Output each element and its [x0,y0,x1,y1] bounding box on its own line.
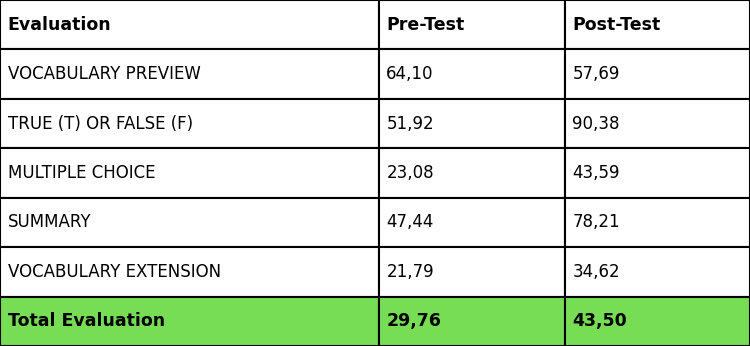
Text: Post-Test: Post-Test [572,16,661,34]
Text: 78,21: 78,21 [572,213,620,231]
Text: VOCABULARY EXTENSION: VOCABULARY EXTENSION [8,263,220,281]
Bar [565,297,750,346]
Bar [0,297,379,346]
Text: 43,50: 43,50 [572,312,627,330]
Bar [0,247,379,297]
Text: Total Evaluation: Total Evaluation [8,312,165,330]
Bar [379,49,565,99]
Bar [565,198,750,247]
Bar [0,99,379,148]
Text: 64,10: 64,10 [386,65,433,83]
Text: Pre-Test: Pre-Test [386,16,464,34]
Text: 29,76: 29,76 [386,312,441,330]
Bar [565,148,750,198]
Text: Evaluation: Evaluation [8,16,111,34]
Bar [0,0,379,49]
Bar [565,49,750,99]
Text: 43,59: 43,59 [572,164,620,182]
Bar [379,247,565,297]
Bar [0,198,379,247]
Bar [565,0,750,49]
Bar [379,198,565,247]
Bar [0,49,379,99]
Text: 34,62: 34,62 [572,263,620,281]
Bar [565,99,750,148]
Text: 57,69: 57,69 [572,65,620,83]
Bar [565,247,750,297]
Bar [379,148,565,198]
Bar [379,0,565,49]
Text: MULTIPLE CHOICE: MULTIPLE CHOICE [8,164,155,182]
Text: 23,08: 23,08 [386,164,433,182]
Text: 90,38: 90,38 [572,115,620,133]
Bar [379,99,565,148]
Text: 47,44: 47,44 [386,213,433,231]
Bar [379,297,565,346]
Text: 21,79: 21,79 [386,263,433,281]
Text: TRUE (T) OR FALSE (F): TRUE (T) OR FALSE (F) [8,115,193,133]
Text: SUMMARY: SUMMARY [8,213,92,231]
Text: VOCABULARY PREVIEW: VOCABULARY PREVIEW [8,65,200,83]
Text: 51,92: 51,92 [386,115,433,133]
Bar [0,148,379,198]
